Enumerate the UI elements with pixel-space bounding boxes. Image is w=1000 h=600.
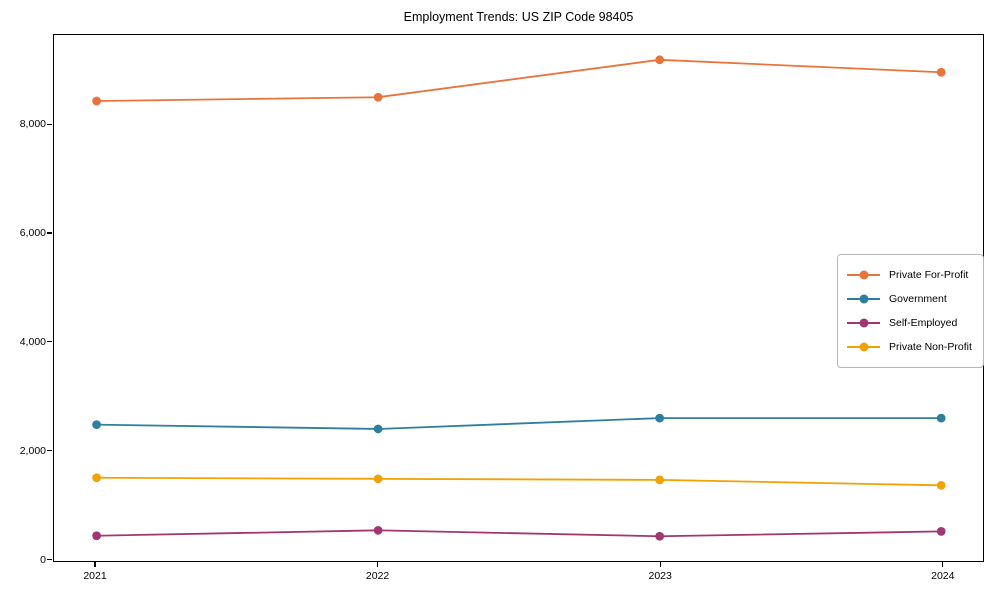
legend-dot-icon <box>859 342 868 352</box>
legend-item: Private Non-Profit <box>847 335 973 359</box>
x-tick-mark <box>377 562 379 567</box>
data-point-marker <box>655 531 665 541</box>
data-point-marker <box>936 413 946 423</box>
legend-label: Self-Employed <box>889 317 958 329</box>
x-tick-label: 2021 <box>83 570 107 582</box>
data-point-marker <box>92 531 101 541</box>
legend-dot-icon <box>859 270 868 280</box>
legend-item: Self-Employed <box>847 311 973 335</box>
legend: Private For-Profit Government Self-Employe… <box>837 254 984 368</box>
y-tick-mark <box>47 341 52 343</box>
legend-label: Government <box>889 293 947 305</box>
data-point-marker <box>373 525 383 535</box>
legend-line-marker-icon <box>847 270 880 280</box>
x-tick-mark <box>942 562 944 567</box>
data-point-marker <box>936 67 946 77</box>
chart-title: Employment Trends: US ZIP Code 98405 <box>403 10 634 24</box>
y-tick-label: 6,000 <box>19 227 46 240</box>
plot-area: Private For-Profit Government Self-Employe… <box>53 34 984 562</box>
legend-label: Private For-Profit <box>889 269 969 281</box>
legend-item: Government <box>847 287 973 311</box>
data-point-marker <box>373 474 383 484</box>
y-tick-label: 8,000 <box>19 118 46 131</box>
data-point-marker <box>655 55 665 65</box>
data-point-marker <box>92 420 101 430</box>
y-tick-label: 4,000 <box>19 335 46 348</box>
series-line <box>96 58 942 102</box>
y-tick-label: 0 <box>40 553 46 566</box>
legend-dot-icon <box>859 318 868 328</box>
x-tick-label: 2023 <box>648 570 672 582</box>
data-point-marker <box>936 527 946 536</box>
x-tick-mark <box>659 562 661 567</box>
series-line <box>96 529 942 538</box>
legend-label: Private Non-Profit <box>889 341 972 353</box>
y-tick-mark <box>47 232 52 234</box>
data-point-marker <box>655 413 665 423</box>
data-point-marker <box>936 480 946 490</box>
legend-line-marker-icon <box>847 318 880 328</box>
legend-item: Private For-Profit <box>847 263 973 287</box>
data-point-marker <box>92 96 101 106</box>
line-series-plot <box>92 55 946 541</box>
y-tick-mark <box>47 123 52 125</box>
series-line <box>96 417 942 430</box>
x-tick-label: 2022 <box>365 570 390 582</box>
legend-line-marker-icon <box>847 342 880 352</box>
series-line <box>96 476 942 487</box>
x-tick-label: 2024 <box>931 570 955 582</box>
x-tick-mark <box>94 562 96 567</box>
data-point-marker <box>373 92 383 102</box>
data-point-marker <box>92 473 101 483</box>
y-tick-mark <box>47 558 52 561</box>
y-tick-label: 2,000 <box>19 444 46 457</box>
legend-dot-icon <box>859 294 868 304</box>
data-point-marker <box>373 424 383 434</box>
y-tick-mark <box>47 450 52 452</box>
legend-line-marker-icon <box>847 294 880 304</box>
data-point-marker <box>655 475 665 485</box>
